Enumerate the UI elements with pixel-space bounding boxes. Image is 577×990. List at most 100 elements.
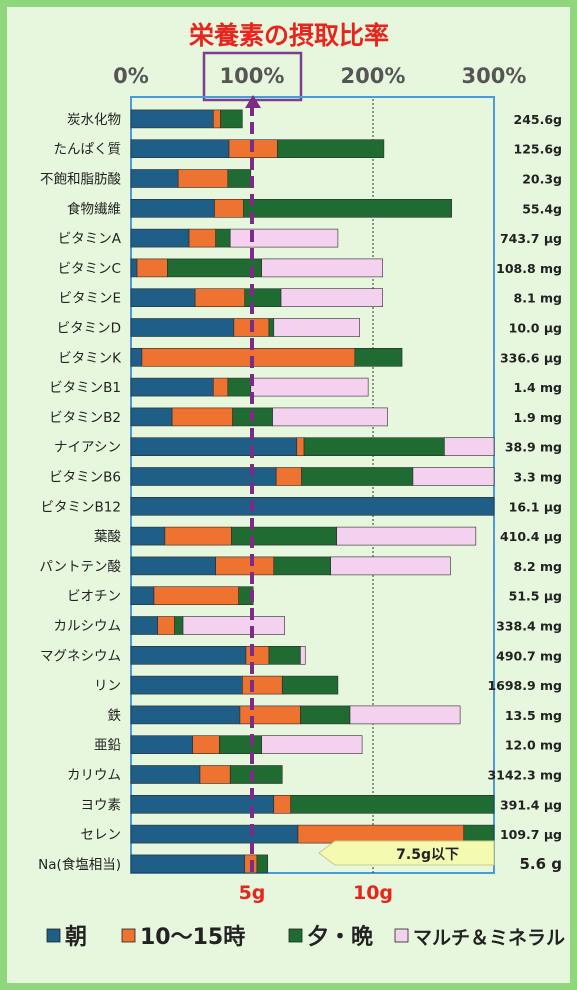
legend-item: 朝 [46,924,87,950]
bar-segment [256,854,269,874]
legend-label: 朝 [65,924,87,950]
nutrient-label: 炭水化物 [67,112,121,128]
x-tick-label: 300% [462,64,527,88]
bar-segment [130,467,277,486]
legend-label: 10〜15時 [140,925,245,950]
bar-segment [463,824,495,844]
bar-segment [171,407,233,427]
nutrient-label: たんぱく質 [54,142,122,158]
nutrient-amount: 108.8 mg [496,261,562,276]
nutrient-amount: 12.0 mg [505,738,562,753]
bar-segment [130,377,214,397]
bar-segment [273,556,331,576]
bar-segment [130,675,243,695]
nutrient-label: パントテン酸 [39,559,121,575]
nutrient-label: 亜鉛 [94,738,121,754]
nutrient-row: ビタミンB1 1.4 mg [49,377,562,397]
bar-segment [275,467,302,486]
bar-segment [220,109,243,129]
legend-label: 夕・晩 [307,924,373,950]
nutrient-row: 亜鉛 12.0 mg [94,735,562,755]
legend-swatch [394,928,409,943]
bar-segment [261,258,383,278]
nutrient-row: Na(食塩相当) 5.6 g [38,854,562,874]
nutrient-row: ヨウ素 391.4 μg [81,794,562,814]
bar-segment [336,526,477,546]
bar-segment [281,675,339,695]
bar-segment [239,705,301,725]
nutrient-amount: 338.4 mg [496,619,562,634]
bar-segment [273,318,360,337]
bar-segment [130,765,201,784]
bar-segment [227,169,252,188]
bar-segment [212,377,229,397]
bar-segment [277,139,385,158]
nutrient-label: カリウム [67,768,121,784]
bar-segment [199,765,231,784]
bar-segment [167,258,262,278]
nutrient-amount: 8.2 mg [514,559,562,574]
nutrient-amount: 10.0 μg [509,321,562,336]
nutrient-row: ビタミンB12 16.1 μg [41,496,562,516]
x-tick-label: 0% [113,64,149,88]
nutrient-label: ビタミンC [58,261,121,277]
nutrient-amount: 1.4 mg [514,380,562,395]
nutrient-label: 不飽和脂肪酸 [40,172,121,188]
nutrient-label: ビタミンE [58,291,121,307]
bar-segment [300,705,351,725]
nutrient-row: ビタミンE 8.1 mg [58,288,562,308]
bar-segment [188,228,217,248]
nutrient-label: ビタミンK [58,350,122,366]
bar-segment [136,258,168,278]
bar-segment [296,437,305,457]
legend-item: 10〜15時 [121,925,245,950]
nutrient-amount: 336.6 μg [500,350,562,365]
nutrient-label: 食物繊維 [67,200,121,217]
nutrient-label: ビタミンD [57,321,121,337]
nutrient-label: ビタミンB2 [49,410,121,426]
nutrient-amount: 109.7 μg [500,827,562,842]
bar-segment [130,347,143,367]
bar-segment [130,228,190,248]
nutrient-label: 鉄 [108,708,122,724]
legend-item: マルチ＆ミネラル [394,927,565,949]
bar-segment [227,377,252,397]
nutrient-row: 鉄 13.5 mg [108,705,562,725]
bar-segment [272,407,388,427]
bar-segment [130,139,230,158]
nutrient-label: カルシウム [54,619,122,635]
bar-segment [153,586,239,606]
nutrient-row: ビタミンA 743.7 μg [58,228,562,248]
x-tick-label: 200% [341,64,406,88]
nutrient-row: 炭水化物 245.6g [67,109,562,129]
nutrient-amount: 490.7 mg [496,648,562,663]
nutrient-row: カリウム 3142.3 mg [67,765,562,784]
bar-segment [229,765,283,784]
nutrient-amount: 8.1 mg [514,291,562,306]
bar-segment [303,437,445,457]
bar-segment [243,199,452,218]
bar-segment [130,526,166,546]
bar-segment [164,526,232,546]
bar-segment [130,556,216,576]
bar-segment [301,467,414,486]
nutrient-amount: 3142.3 mg [487,768,562,783]
nutrient-label: Na(食塩相当) [38,856,121,873]
bar-segment [214,199,244,218]
bar-segment [130,705,241,725]
nutrient-amount: 125.6g [514,142,563,157]
legend: 朝 10〜15時 夕・晩 マルチ＆ミネラル [46,924,565,950]
bar-segment [412,467,495,486]
bar-segment [444,437,495,457]
bar-segment [130,258,138,278]
nutrient-row: リン 1698.9 mg [94,675,562,695]
bar-segment [261,735,363,755]
bar-segment [250,377,369,397]
nutrient-row: ビオチン 51.5 μg [67,586,562,606]
legend-swatch [46,928,61,943]
nutrient-row: 不飽和脂肪酸 20.3g [40,169,562,188]
bar-segment [242,675,283,695]
bar-segment [231,526,337,546]
bar-segment [157,616,175,635]
chart-title: 栄養素の摂取比率 [188,21,389,50]
